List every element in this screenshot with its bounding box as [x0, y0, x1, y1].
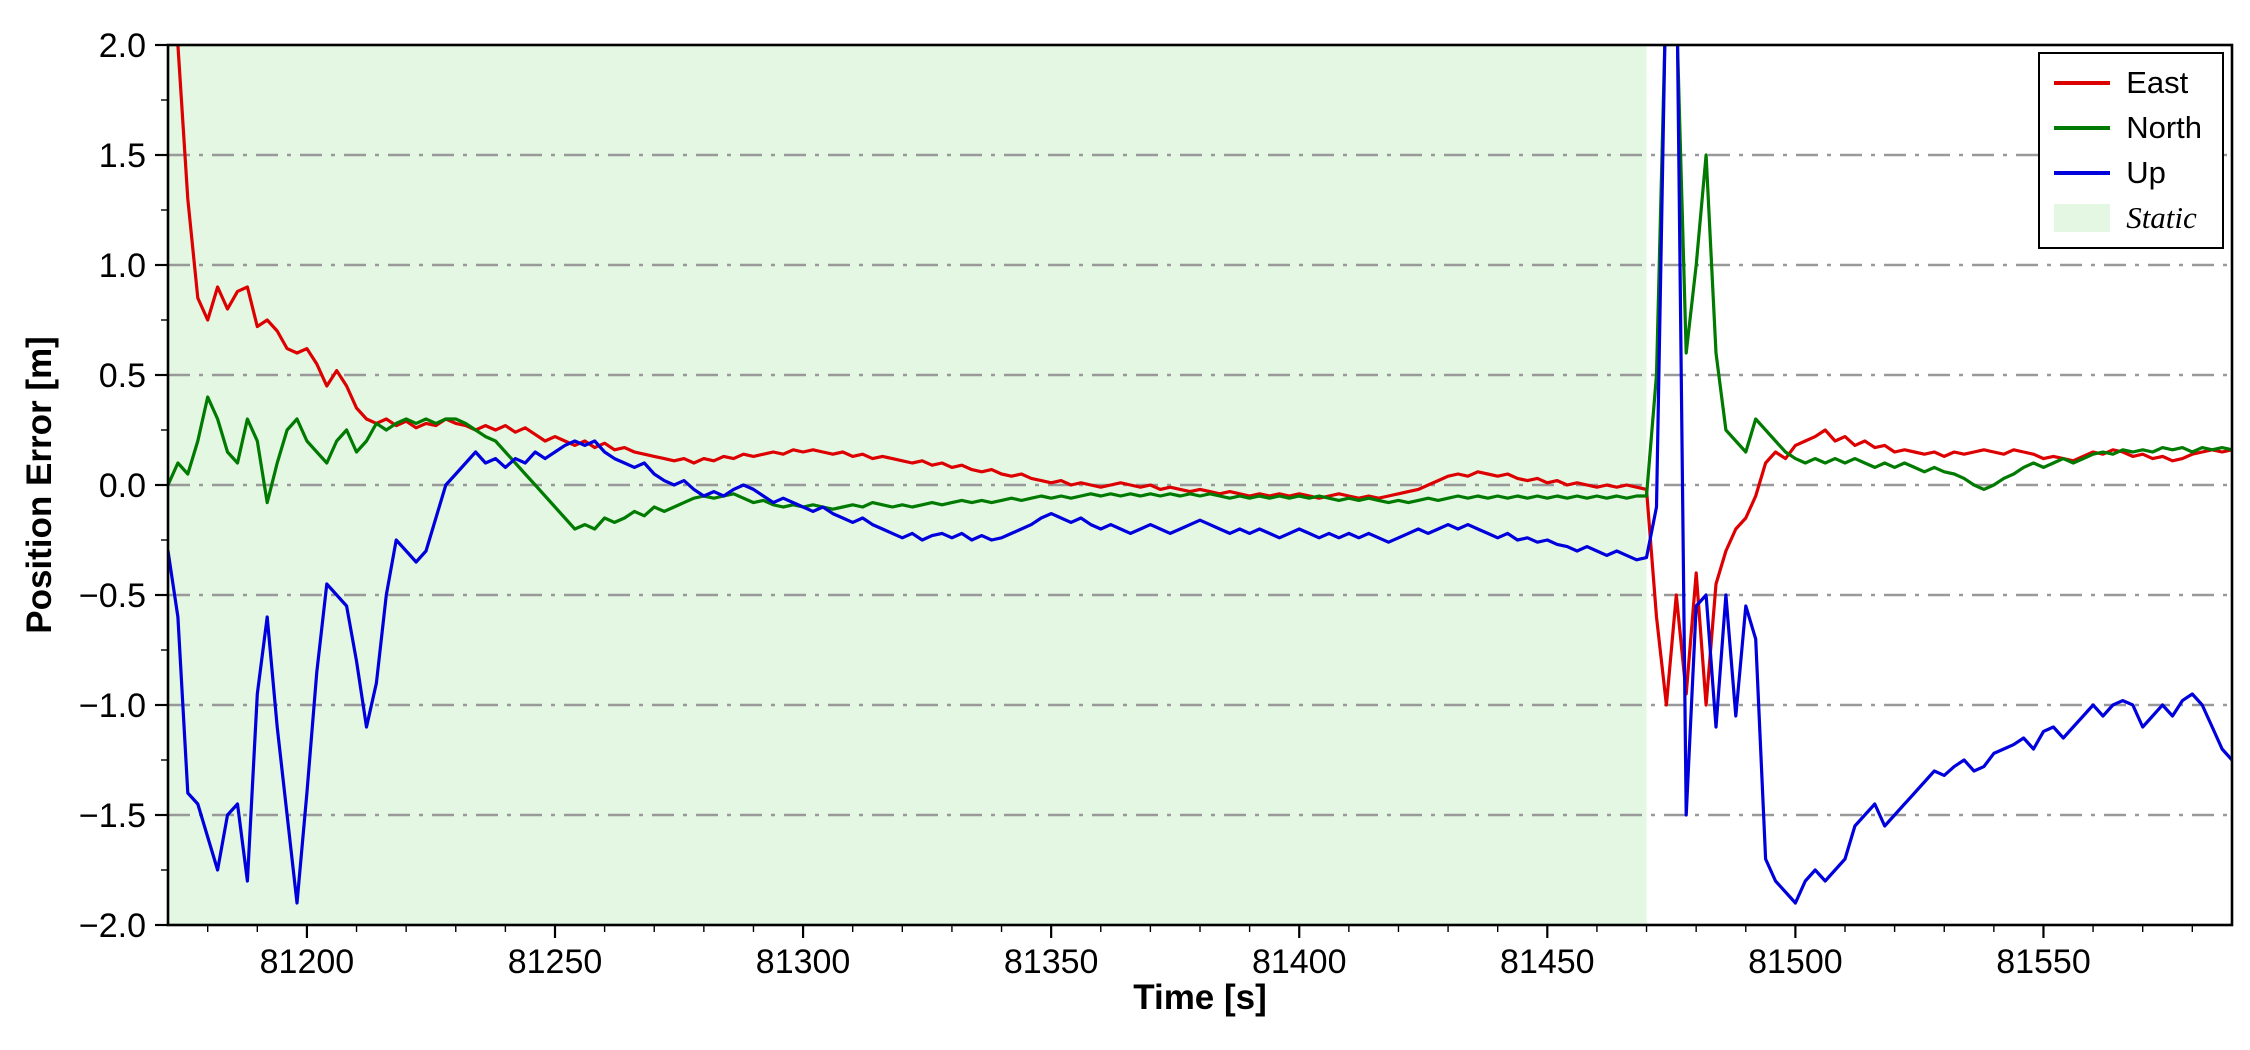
x-tick-label: 81250 — [508, 943, 603, 981]
legend-label-east: East — [2126, 65, 2189, 100]
y-tick-label: −1.0 — [79, 687, 146, 725]
x-tick-label: 81300 — [756, 943, 851, 981]
static-patch-swatch — [2054, 204, 2111, 232]
series-line-north — [168, 45, 2232, 531]
east-line-swatch — [2054, 81, 2111, 85]
x-axis-label: Time [s] — [1133, 978, 1267, 1017]
y-tick-label: 0.5 — [99, 357, 146, 395]
up-line-swatch — [2054, 171, 2111, 175]
x-tick-label: 81450 — [1500, 943, 1595, 981]
y-tick-label: −1.5 — [79, 797, 146, 835]
legend: East North Up Static — [2038, 52, 2224, 249]
legend-item-north: North — [2054, 109, 2202, 147]
x-tick-label: 81500 — [1748, 943, 1843, 981]
series-line-up — [168, 45, 2232, 905]
legend-label-up: Up — [2126, 155, 2166, 190]
legend-label-north: North — [2126, 110, 2202, 145]
x-tick-label: 81550 — [1996, 943, 2091, 981]
y-axis-label: Position Error [m] — [20, 336, 59, 634]
x-tick-label: 81200 — [260, 943, 355, 981]
x-tick-label: 81400 — [1252, 943, 1347, 981]
y-tick-label: 2.0 — [99, 27, 146, 65]
y-tick-label: 1.0 — [99, 247, 146, 285]
series-line-east — [176, 45, 2232, 707]
y-tick-label: −0.5 — [79, 577, 146, 615]
legend-item-up: Up — [2054, 154, 2202, 192]
legend-label-static: Static — [2126, 200, 2197, 235]
north-line-swatch — [2054, 126, 2111, 130]
y-tick-label: −2.0 — [79, 907, 146, 945]
y-tick-label: 0.0 — [99, 467, 146, 505]
x-tick-label: 81350 — [1004, 943, 1099, 981]
y-tick-label: 1.5 — [99, 137, 146, 175]
legend-item-east: East — [2054, 64, 2202, 102]
series-lines — [168, 45, 2232, 905]
legend-item-static: Static — [2054, 199, 2202, 237]
